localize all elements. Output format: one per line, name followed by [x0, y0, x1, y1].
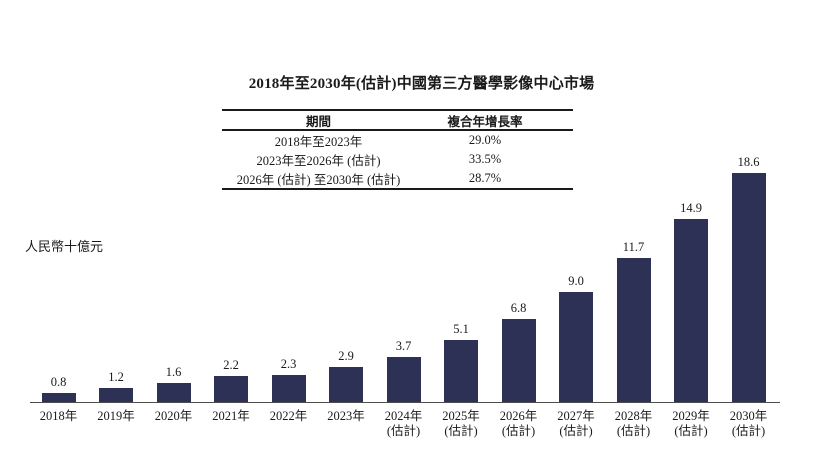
bar-2025	[444, 340, 478, 403]
x-tick-label: 2023年	[311, 409, 381, 424]
bar-value-label: 1.6	[165, 365, 182, 379]
y-axis-unit-label: 人民幣十億元	[25, 239, 104, 254]
cagr-table: 期間 複合年增長率 2018年至2023年 29.0% 2023年至2026年 (估…	[222, 109, 573, 190]
x-tick-label: 2018年	[24, 409, 94, 424]
x-tick-estimate-note: (估計)	[731, 423, 766, 438]
x-tick-year: 2022年	[269, 409, 308, 423]
x-tick-estimate-note: (估計)	[501, 423, 536, 438]
bar-value-label: 14.9	[680, 201, 702, 215]
bar-2026	[501, 319, 536, 403]
bar-value-label: 3.7	[395, 339, 412, 353]
bar-2030	[731, 173, 766, 403]
cagr-table-header-cagr: 複合年增長率	[447, 114, 523, 129]
bar-value-label: 2.2	[223, 358, 239, 372]
cagr-cell: 29.0%	[468, 133, 502, 147]
cagr-table-row: 2026年 (估計) 至2030年 (估計) 28.7%	[222, 169, 573, 188]
x-tick-label: 2026年 (估計)	[484, 409, 554, 438]
bar-2024	[386, 357, 421, 403]
x-tick-estimate-note: (估計)	[386, 423, 421, 438]
x-tick-year: 2028年	[614, 409, 653, 423]
bar-value-label: 9.0	[568, 274, 584, 288]
bar-value-label: 18.6	[737, 155, 760, 169]
x-tick-label: 2020年	[139, 409, 209, 424]
cagr-cell: 33.5%	[468, 152, 502, 166]
cagr-table-header-row: 期間 複合年增長率	[222, 111, 573, 131]
x-tick-year: 2021年	[212, 409, 250, 423]
x-tick-year: 2018年	[39, 409, 78, 423]
x-tick-label: 2027年 (估計)	[541, 409, 611, 438]
cagr-table-row: 2023年至2026年 (估計) 33.5%	[222, 150, 573, 169]
x-tick-label: 2019年	[81, 409, 151, 424]
x-tick-year: 2020年	[154, 409, 193, 423]
bar-2029	[674, 219, 708, 403]
period-cell: 2026年 (估計) 至2030年 (估計)	[236, 173, 401, 187]
x-tick-estimate-note: (估計)	[674, 423, 708, 438]
bar-2027	[559, 292, 593, 403]
cagr-table-row: 2018年至2023年 29.0%	[222, 131, 573, 150]
bar-2023	[329, 367, 363, 403]
x-tick-label: 2024年 (估計)	[369, 409, 439, 438]
x-tick-estimate-note: (估計)	[616, 423, 651, 438]
bar-value-label: 1.2	[108, 370, 124, 384]
bar-value-label: 11.7	[622, 240, 645, 254]
cagr-table-body: 2018年至2023年 29.0% 2023年至2026年 (估計) 33.5% 202…	[222, 131, 573, 188]
x-tick-label: 2028年 (估計)	[599, 409, 669, 438]
period-cell: 2018年至2023年	[274, 135, 363, 149]
x-tick-year: 2019年	[97, 409, 135, 423]
bar-value-label: 2.9	[338, 349, 354, 363]
x-tick-label: 2029年 (估計)	[656, 409, 726, 438]
x-tick-year: 2024年	[384, 409, 423, 423]
x-tick-year: 2025年	[442, 409, 480, 423]
chart-title: 2018年至2030年(估計)中國第三方醫學影像中心市場	[248, 76, 595, 92]
x-tick-year: 2027年	[557, 409, 595, 423]
bar-2021	[214, 376, 248, 403]
x-tick-estimate-note: (估計)	[444, 423, 478, 438]
x-tick-label: 2030年 (估計)	[714, 409, 784, 438]
x-tick-year: 2029年	[672, 409, 710, 423]
bar-value-label: 0.8	[50, 375, 67, 389]
x-axis-line	[30, 402, 780, 403]
bar-2019	[99, 388, 133, 403]
x-tick-label: 2021年	[196, 409, 266, 424]
cagr-cell: 28.7%	[468, 171, 502, 185]
bar-value-label: 2.3	[280, 357, 297, 371]
bar-2028	[616, 258, 651, 403]
x-tick-year: 2030年	[729, 409, 768, 423]
x-tick-label: 2022年	[254, 409, 324, 424]
x-tick-year: 2026年	[499, 409, 538, 423]
period-cell: 2023年至2026年 (估計)	[256, 154, 381, 168]
bar-2020	[156, 383, 191, 403]
bar-2018	[41, 393, 76, 403]
cagr-table-header-period: 期間	[306, 114, 332, 129]
x-tick-label: 2025年 (估計)	[426, 409, 496, 438]
bar-value-label: 6.8	[510, 301, 527, 315]
bar-2022	[271, 375, 306, 403]
bar-value-label: 5.1	[453, 322, 469, 336]
x-tick-year: 2023年	[327, 409, 365, 423]
x-tick-estimate-note: (估計)	[559, 423, 593, 438]
